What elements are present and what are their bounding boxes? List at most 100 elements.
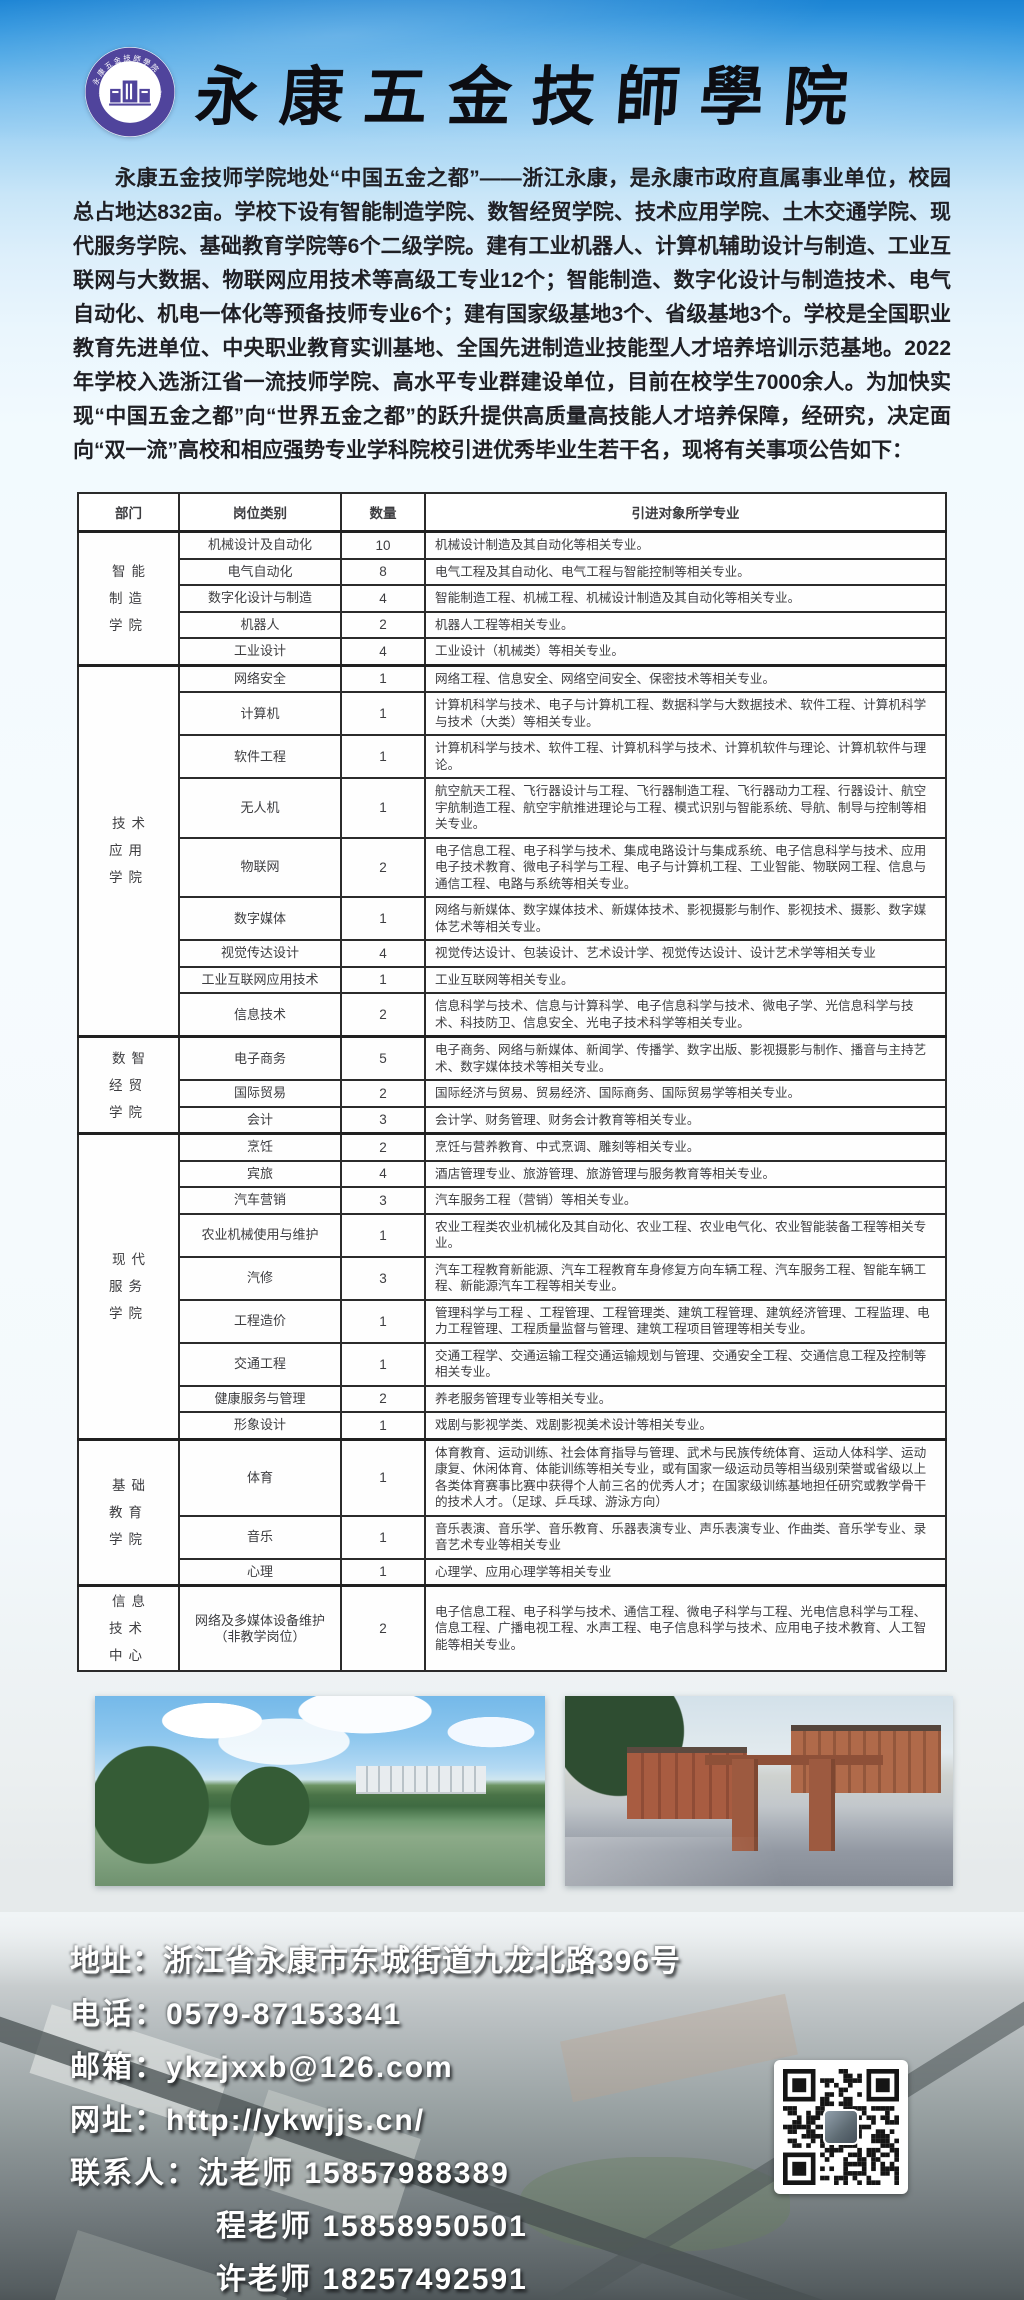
campus-building-shape [356,1766,486,1793]
position-cell: 数字化设计与制造 [178,584,342,613]
plaza-shape [565,1836,953,1886]
majors-cell: 工业互联网等相关专业。 [424,965,947,994]
position-cell: 烹饪 [178,1132,342,1162]
count-cell: 5 [340,1035,426,1081]
position-cell: 会计 [178,1105,342,1135]
count-cell: 2 [340,1132,426,1162]
count-cell: 10 [340,530,426,560]
table-row: 信息 技术 中心 网络及多媒体设备维护（非教学岗位） 2 电子信息工程、电子科学与技术… [77,1584,947,1672]
majors-cell: 信息科学与技术、信息与计算科学、电子信息科学与技术、微电子学、光信息科学与技术、… [424,992,947,1038]
count-cell: 2 [340,610,426,639]
count-cell: 1 [340,1212,426,1258]
col-header-position: 岗位类别 [178,492,342,533]
majors-cell: 电气工程及其自动化、电气工程与智能控制等相关专业。 [424,557,947,586]
position-cell: 计算机 [178,691,342,736]
table-row: 数字媒体 1 网络与新媒体、数字媒体技术、新媒体技术、影视摄影与制作、影视技术、摄影… [78,896,947,941]
table-row: 技术 应用 学院 网络安全 1 网络工程、信息安全、网络空间安全、保密技术等相关专业。 [77,663,947,1038]
majors-cell: 体育教育、运动训练、社会体育指导与管理、武术与民族传统体育、运动人体科学、运动康… [424,1437,947,1517]
position-cell: 无人机 [178,777,342,839]
email-line: 邮箱：ykzjxxb@126.com [70,2042,1024,2086]
count-cell: 3 [340,1105,426,1135]
majors-cell: 交通工程学、交通运输工程交通运输规划与管理、交通安全工程、交通信息工程及控制等相… [424,1341,947,1387]
majors-cell: 会计学、财务管理、财务会计教育等相关专业。 [424,1105,947,1135]
count-cell: 8 [340,557,426,586]
table-row: 宾旅 4 酒店管理专业、旅游管理、旅游管理与服务教育等相关专业。 [78,1159,947,1188]
count-cell: 1 [340,1411,426,1440]
table-row: 机器人 2 机器人工程等相关专业。 [78,610,947,639]
table-row: 农业机械使用与维护 1 农业工程类农业机械化及其自动化、农业工程、农业电气化、农业智… [78,1212,947,1258]
gate-tower-shape [809,1758,836,1851]
poster-header: 永康五金技師學院 YONGKANG HARDWARE TECHNICIAN CO… [0,0,1024,142]
recruit-table: 部门 岗位类别 数量 引进对象所学专业 智能 制造 学院 机械设计及自动化 10 机械… [77,492,947,1672]
wechat-qr-code [774,2060,908,2194]
count-cell: 4 [340,1159,426,1188]
table-row: 现代 服务 学院 烹饪 2 烹饪与营养教育、中式烹调、雕刻等相关专业。 [77,1132,947,1440]
table-row: 视觉传达设计 4 视觉传达设计、包装设计、艺术设计学、视觉传达设计、设计艺术学等相关… [78,939,947,968]
table-row: 国际贸易 2 国际经济与贸易、贸易经济、国际商务、国际贸易学等相关专业。 [78,1079,947,1108]
majors-cell: 电子商务、网络与新媒体、新闻学、传播学、数字出版、影视摄影与制作、播音与主持艺术… [424,1035,947,1081]
majors-cell: 烹饪与营养教育、中式烹调、雕刻等相关专业。 [424,1132,947,1162]
majors-cell: 管理科学与工程 、工程管理、工程管理类、建筑工程管理、建筑经济管理、工程监理、电… [424,1298,947,1344]
contact-info: 地址：浙江省永康市东城街道九龙北路396号 电话：0579-87153341 邮… [0,1912,1024,2298]
count-cell: 2 [340,836,426,898]
col-header-majors: 引进对象所学专业 [424,492,947,533]
position-cell: 汽车营销 [178,1186,342,1215]
majors-cell: 计算机科学与技术、电子与计算机工程、数据科学与大数据技术、软件工程、计算机科学与… [424,691,947,736]
table-row: 形象设计 1 戏剧与影视学类、戏剧影视美术设计等相关专业。 [78,1411,947,1440]
majors-cell: 网络工程、信息安全、网络空间安全、保密技术等相关专业。 [424,663,947,693]
count-cell: 1 [340,734,426,779]
position-cell: 交通工程 [178,1341,342,1387]
position-cell: 体育 [178,1437,342,1517]
position-cell: 工程造价 [178,1298,342,1344]
count-cell: 1 [340,1437,426,1517]
table-row: 会计 3 会计学、财务管理、财务会计教育等相关专业。 [78,1105,947,1135]
email-label: 邮箱： [70,2051,166,2084]
position-cell: 汽修 [178,1255,342,1301]
website-line: 网址：http://ykwjjs.cn/ [70,2095,1024,2139]
phone-line: 电话：0579-87153341 [70,1989,1024,2033]
majors-cell: 汽车服务工程（营销）等相关专业。 [424,1186,947,1215]
contact-person-line: 联系人：沈老师 15857988389 [70,2157,510,2190]
address-label: 地址： [70,1945,163,1978]
majors-cell: 电子信息工程、电子科学与技术、通信工程、微电子科学与工程、光电信息科学与工程、信… [424,1584,947,1672]
count-cell: 2 [340,992,426,1038]
table-row: 软件工程 1 计算机科学与技术、软件工程、计算机科学与技术、计算机软件与理论、计算机… [78,734,947,779]
majors-cell: 视觉传达设计、包装设计、艺术设计学、视觉传达设计、设计艺术学等相关专业 [424,939,947,968]
table-row: 基础 教育 学院 体育 1 体育教育、运动训练、社会体育指导与管理、武术与民族传统体育… [77,1437,947,1587]
qr-center-logo [823,2109,859,2145]
col-header-count: 数量 [340,492,426,533]
position-cell: 电子商务 [178,1035,342,1081]
count-cell: 1 [340,896,426,941]
position-cell: 机械设计及自动化 [178,530,342,560]
campus-gate-photo [565,1696,953,1886]
dept-cell: 基础 教育 学院 [77,1437,180,1587]
school-logo-icon: 永康五金技師學院 YONGKANG HARDWARE TECHNICIAN CO… [84,46,175,137]
majors-cell: 机器人工程等相关专业。 [424,610,947,639]
table-row: 工程造价 1 管理科学与工程 、工程管理、工程管理类、建筑工程管理、建筑经济管理、工… [78,1298,947,1344]
count-cell: 1 [340,1341,426,1387]
dept-cell: 智能 制造 学院 [77,530,180,666]
position-cell: 农业机械使用与维护 [178,1212,342,1258]
count-cell: 1 [340,663,426,693]
dept-cell: 现代 服务 学院 [77,1132,180,1440]
majors-cell: 戏剧与影视学类、戏剧影视美术设计等相关专业。 [424,1411,947,1440]
count-cell: 1 [340,1557,426,1587]
count-cell: 3 [340,1255,426,1301]
tree-decoration [215,1760,325,1851]
contact-person-line: 许老师 18257492591 [216,2263,528,2296]
table-row: 交通工程 1 交通工程学、交通运输工程交通运输规划与管理、交通安全工程、交通信息工程… [78,1341,947,1387]
position-cell: 机器人 [178,610,342,639]
position-cell: 软件工程 [178,734,342,779]
contacts-label: 联系人： [70,2157,198,2190]
qr-code-svg [783,2069,899,2185]
count-cell: 4 [340,939,426,968]
position-cell: 视觉传达设计 [178,939,342,968]
table-row: 健康服务与管理 2 养老服务管理专业等相关专业。 [78,1384,947,1413]
count-cell: 1 [340,691,426,736]
tree-decoration [95,1730,225,1881]
majors-cell: 心理学、应用心理学等相关专业 [424,1557,947,1587]
table-row: 数字化设计与制造 4 智能制造工程、机械工程、机械设计制造及其自动化等相关专业。 [78,584,947,613]
table-row: 汽修 3 汽车工程教育新能源、汽车工程教育车身修复方向车辆工程、汽车服务工程、智能车… [78,1255,947,1301]
campus-lake-photo [95,1696,545,1886]
table-row: 汽车营销 3 汽车服务工程（营销）等相关专业。 [78,1186,947,1215]
